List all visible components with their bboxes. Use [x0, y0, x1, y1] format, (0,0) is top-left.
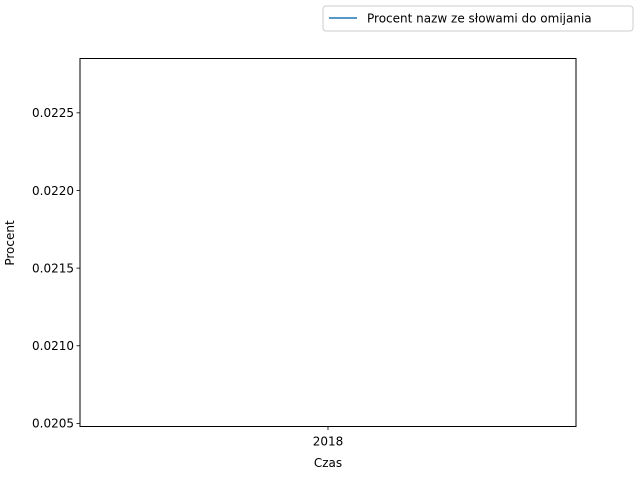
y-axis-label: Procent — [3, 220, 17, 266]
y-tick-label: 0.0210 — [32, 339, 74, 353]
legend-label: Procent nazw ze słowami do omijania — [367, 12, 592, 26]
legend: Procent nazw ze słowami do omijania — [322, 5, 634, 32]
y-tick-label: 0.0220 — [32, 184, 74, 198]
legend-frame — [322, 5, 634, 32]
x-axis-label: Czas — [314, 456, 342, 470]
y-tick-label: 0.0205 — [32, 417, 74, 431]
y-tick-label: 0.0225 — [32, 106, 74, 120]
y-tick-label: 0.0215 — [32, 261, 74, 275]
x-tick-label: 2018 — [313, 435, 344, 449]
x-axis: 2018 — [313, 426, 344, 449]
y-axis: 0.0205 0.0210 0.0215 0.0220 0.0225 — [32, 106, 80, 431]
